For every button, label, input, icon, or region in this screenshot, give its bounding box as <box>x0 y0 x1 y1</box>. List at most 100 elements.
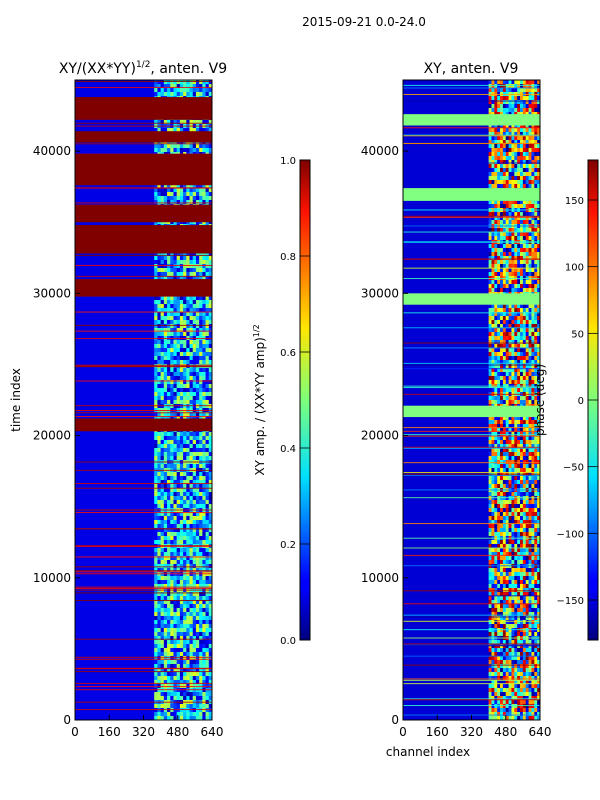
heatmap-cell <box>183 260 187 265</box>
heatmap-cell <box>205 580 210 585</box>
heatmap-cell <box>497 216 501 221</box>
heatmap-cell <box>522 440 527 445</box>
heatmap-cell <box>508 264 512 269</box>
heatmap-cell <box>534 424 538 429</box>
heatmap-cell <box>537 156 541 161</box>
heatmap-cell <box>160 372 165 377</box>
heatmap-cell <box>511 108 515 113</box>
heatmap-cell <box>205 628 210 633</box>
heatmap-cell <box>488 172 492 177</box>
heatmap-cell <box>189 548 194 553</box>
heatmap-cell <box>522 352 527 357</box>
heatmap-cell <box>176 584 181 589</box>
heatmap-cell <box>167 308 171 313</box>
heatmap-cell <box>157 580 161 585</box>
heatmap-cell <box>205 432 210 437</box>
heatmap-cell <box>208 432 213 437</box>
heatmap-cell <box>186 256 190 261</box>
heatmap-cell <box>505 216 509 221</box>
heatmap-cell <box>199 400 203 405</box>
heatmap-cell <box>208 624 213 629</box>
heatmap-cell <box>199 636 203 641</box>
heatmap-cell <box>192 356 197 361</box>
heatmap-cell <box>157 360 161 365</box>
heatmap-cell <box>520 264 524 269</box>
heatmap-cell <box>157 620 161 625</box>
heatmap-cell <box>508 268 512 273</box>
heatmap-cell <box>517 484 521 489</box>
heatmap-cell <box>514 448 518 453</box>
heatmap-cell <box>500 396 504 401</box>
heatmap-cell <box>186 316 190 321</box>
heatmap-cell <box>186 252 190 257</box>
heatmap-cell <box>195 372 200 377</box>
heatmap-cell <box>528 360 532 365</box>
heatmap-cell <box>528 500 532 505</box>
heatmap-cell <box>176 644 181 649</box>
heatmap-cell <box>154 348 158 353</box>
heatmap-cell <box>199 268 203 273</box>
heatmap-cell <box>192 576 197 581</box>
heatmap-cell <box>199 380 203 385</box>
heatmap-cell <box>534 340 538 345</box>
heatmap-cell <box>163 704 168 709</box>
heatmap-cell <box>508 476 512 481</box>
heatmap-cell <box>208 304 213 309</box>
heatmap-cell <box>176 416 181 421</box>
heatmap-cell <box>488 352 492 357</box>
heatmap-cell <box>534 420 538 425</box>
heatmap-cell <box>176 448 181 453</box>
heatmap-cell <box>163 580 168 585</box>
heatmap-cell <box>199 88 203 93</box>
heatmap-cell <box>195 360 200 365</box>
heatmap-cell <box>160 256 165 261</box>
heatmap-cell <box>199 536 203 541</box>
heatmap-cell <box>183 548 187 553</box>
heatmap-cell <box>202 624 206 629</box>
heatmap-cell <box>505 476 509 481</box>
heatmap-cell <box>192 492 197 497</box>
heatmap-cell <box>179 712 184 717</box>
heatmap-cell <box>514 476 518 481</box>
heatmap-cell <box>517 332 521 337</box>
heatmap-cell <box>497 368 501 373</box>
heatmap-cell <box>179 584 184 589</box>
heatmap-cell <box>183 432 187 437</box>
heatmap-cell <box>505 268 509 273</box>
heatmap-cell <box>205 500 210 505</box>
heatmap-cell <box>163 492 168 497</box>
heatmap-cell <box>186 696 190 701</box>
heatmap-cell <box>511 332 515 337</box>
heatmap-cell <box>488 200 492 205</box>
heatmap-cell <box>488 148 492 153</box>
heatmap-cell <box>192 360 197 365</box>
heatmap-cell <box>522 452 527 457</box>
heatmap-cell <box>488 500 492 505</box>
heatmap-cell <box>179 696 184 701</box>
heatmap-cell <box>195 252 200 257</box>
heatmap-cell <box>195 316 200 321</box>
heatmap-cell <box>163 464 168 469</box>
heatmap-cell <box>505 356 509 361</box>
heatmap-cell <box>208 192 213 197</box>
heatmap-cell <box>195 348 200 353</box>
heatmap-cell <box>531 340 535 345</box>
heatmap-cell <box>488 520 492 525</box>
heatmap-cell <box>502 348 507 353</box>
heatmap-cell <box>189 600 194 605</box>
heatmap-cell <box>170 260 174 265</box>
heatmap-cell <box>528 400 532 405</box>
heatmap-cell <box>502 328 507 333</box>
heatmap-cell <box>157 452 161 457</box>
heatmap-cell <box>189 476 194 481</box>
heatmap-cell <box>500 480 504 485</box>
heatmap-cell <box>511 320 515 325</box>
heatmap-cell <box>186 712 190 717</box>
heatmap-cell <box>531 344 535 349</box>
heatmap-cell <box>199 120 203 125</box>
heatmap-cell <box>189 308 194 313</box>
heatmap-cell <box>517 128 521 133</box>
heatmap-cell <box>522 264 527 269</box>
heatmap-cell <box>502 100 507 105</box>
heatmap-cell <box>154 416 158 421</box>
